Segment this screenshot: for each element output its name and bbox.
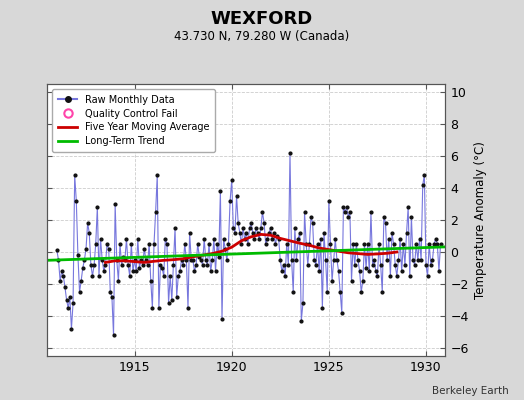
Y-axis label: Temperature Anomaly (°C): Temperature Anomaly (°C) <box>474 141 487 299</box>
Text: Berkeley Earth: Berkeley Earth <box>432 386 508 396</box>
Text: 43.730 N, 79.280 W (Canada): 43.730 N, 79.280 W (Canada) <box>174 30 350 43</box>
Text: WEXFORD: WEXFORD <box>211 10 313 28</box>
Legend: Raw Monthly Data, Quality Control Fail, Five Year Moving Average, Long-Term Tren: Raw Monthly Data, Quality Control Fail, … <box>52 89 215 152</box>
